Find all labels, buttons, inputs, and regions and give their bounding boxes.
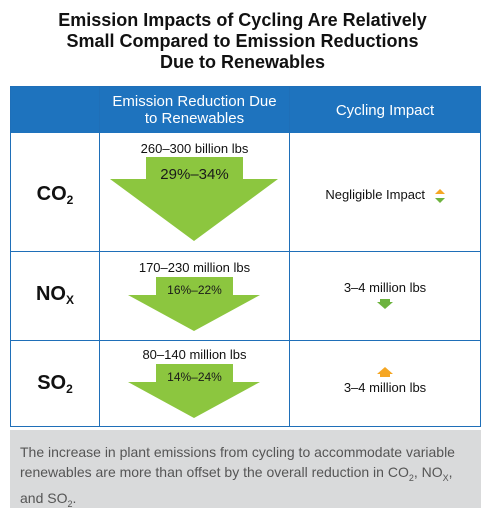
- footer-text-b: , NO: [413, 464, 443, 480]
- footer-text: The increase in plant emissions from cyc…: [20, 442, 475, 514]
- chart-title: Emission Impacts of Cycling Are Relative…: [0, 10, 485, 73]
- row-divider-2: [11, 340, 480, 341]
- up-arrow-icon: [377, 367, 393, 377]
- pollutant-so2: SO2: [11, 372, 99, 396]
- column-divider-1: [99, 87, 100, 426]
- cycling-impact-so2: 3–4 million lbs: [290, 367, 480, 395]
- reduction-percent-nox: 16%–22%: [167, 283, 222, 297]
- header-reduction-line-2: to Renewables: [144, 110, 245, 127]
- title-line-1: Emission Impacts of Cycling Are Relative…: [58, 10, 427, 30]
- reduction-amount-nox: 170–230 million lbs: [138, 260, 251, 275]
- footer-sub-a: 2: [408, 472, 414, 483]
- footer-text-d: .: [72, 489, 77, 506]
- up-down-arrow-icon: [434, 188, 445, 203]
- table-header: Emission Reduction Due to Renewables Cyc…: [11, 87, 480, 133]
- pollutant-nox-sub: X: [65, 293, 74, 307]
- cycling-impact-co2: Negligible Impact: [290, 187, 480, 203]
- title-line-3: Due to Renewables: [159, 52, 326, 72]
- reduction-percent-so2: 14%–24%: [167, 370, 222, 384]
- pollutant-co2: CO2: [11, 183, 99, 207]
- title-line-2: Small Compared to Emission Reductions: [66, 31, 419, 51]
- reduction-arrow-co2: [110, 157, 278, 241]
- reduction-amount-co2: 260–300 billion lbs: [140, 141, 249, 156]
- pollutant-nox: NOX: [11, 283, 99, 307]
- reduction-arrow-nox: [128, 277, 260, 331]
- comparison-table: Emission Reduction Due to Renewables Cyc…: [10, 86, 481, 427]
- footer-note: The increase in plant emissions from cyc…: [10, 430, 481, 509]
- cycling-impact-nox-label: 3–4 million lbs: [343, 280, 427, 295]
- reduction-arrow-so2: [128, 364, 260, 418]
- pollutant-co2-sub: 2: [66, 193, 74, 207]
- column-divider-2: [289, 87, 290, 426]
- cycling-impact-co2-label: Negligible Impact: [325, 187, 426, 202]
- cycling-impact-nox: 3–4 million lbs: [290, 280, 480, 309]
- row-divider-1: [11, 251, 480, 252]
- reduction-percent-co2: 29%–34%: [160, 166, 229, 183]
- footer-text-c: , and SO: [20, 464, 453, 506]
- pollutant-co2-base: CO: [36, 183, 67, 205]
- header-cycling-impact: Cycling Impact: [335, 101, 435, 119]
- cycling-impact-so2-label: 3–4 million lbs: [343, 380, 427, 395]
- footer-text-a: The increase in plant emissions from cyc…: [20, 444, 455, 480]
- header-reduction: Emission Reduction Due to Renewables: [100, 87, 289, 133]
- footer-sub-b: X: [442, 472, 449, 483]
- header-reduction-line-1: Emission Reduction Due: [112, 93, 277, 110]
- pollutant-so2-sub: 2: [66, 382, 73, 396]
- pollutant-so2-base: SO: [37, 372, 67, 394]
- down-arrow-icon: [377, 299, 393, 309]
- pollutant-nox-base: NO: [35, 283, 66, 305]
- reduction-amount-so2: 80–140 million lbs: [142, 347, 247, 362]
- footer-sub-c: 2: [67, 498, 73, 509]
